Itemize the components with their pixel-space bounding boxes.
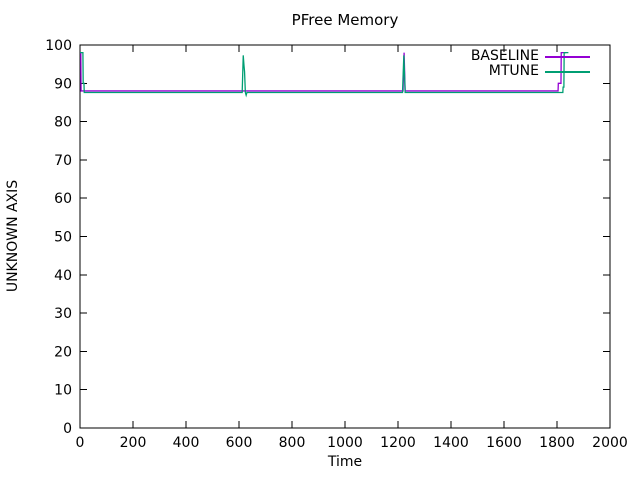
legend-label-baseline: BASELINE [470,48,539,64]
series-line-mtune [80,52,569,98]
y-tick-label: 70 [54,153,72,169]
x-tick-label: 1200 [380,435,416,451]
legend-row-mtune: MTUNE [471,64,590,79]
x-tick-label: 1000 [327,435,363,451]
y-tick-label: 0 [63,421,72,437]
y-tick-label: 40 [54,268,72,284]
y-tick-label: 100 [45,38,72,54]
y-tick-label: 10 [54,383,72,399]
x-tick-label: 0 [76,435,85,451]
x-tick-label: 400 [173,435,200,451]
y-tick-label: 20 [54,344,72,360]
x-tick-label: 2000 [592,435,628,451]
legend: BASELINE MTUNE [471,49,590,79]
y-tick-label: 90 [54,76,72,92]
x-tick-label: 1600 [486,435,522,451]
x-tick-label: 600 [226,435,253,451]
y-tick-label: 50 [54,230,72,246]
plot-border [79,44,611,429]
y-tick-label: 60 [54,191,72,207]
legend-line-mtune [545,70,590,73]
chart-title: PFree Memory [291,11,399,29]
legend-row-baseline: BASELINE [471,49,590,64]
y-tick-label: 30 [54,306,72,322]
x-axis-label: Time [327,454,363,470]
legend-line-baseline [545,55,590,58]
x-tick-label: 1400 [433,435,469,451]
x-tick-label: 800 [279,435,306,451]
y-axis-label: UNKNOWN AXIS [5,179,21,293]
y-tick-label: 80 [54,115,72,131]
legend-label-mtune: MTUNE [488,63,539,79]
x-tick-label: 1800 [539,435,575,451]
x-tick-label: 200 [120,435,147,451]
